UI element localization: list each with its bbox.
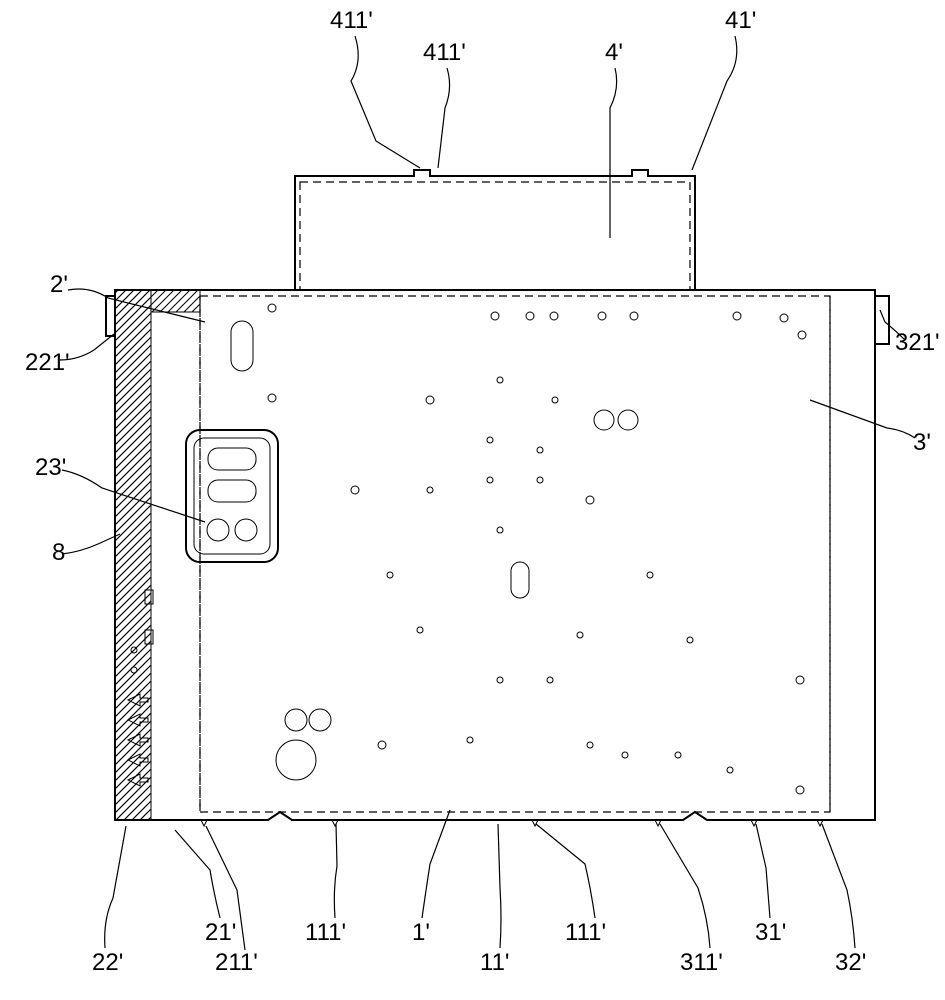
label-t21: 21' (205, 919, 236, 946)
label-t41: 41' (725, 7, 756, 34)
label-t111a: 111' (305, 919, 346, 946)
label-t23: 23' (35, 454, 66, 481)
leader-lines (60, 36, 915, 950)
holes (268, 304, 806, 794)
circle-pair (594, 410, 638, 430)
label-t4: 4' (605, 39, 623, 66)
label-t11: 11' (480, 949, 510, 976)
label-t22: 22' (92, 949, 123, 976)
label-t221: 221' (25, 349, 70, 376)
label-t321: 321' (895, 329, 940, 356)
label-t3: 3' (913, 429, 931, 456)
label-t211: 211' (215, 949, 258, 976)
label-t8: 8 (52, 539, 65, 566)
big-circles (276, 709, 331, 780)
label-t31: 31' (755, 919, 786, 946)
label-t311: 311' (680, 949, 723, 976)
technical-drawing: 4' 41' 411' 411' 2' 221' 321' 3' 23' 8 22' 21' 211' 1… (0, 0, 945, 1000)
label-t411a: 411' (330, 7, 373, 34)
top-tab (295, 170, 695, 290)
labels: 4' 41' 411' 411' 2' 221' 321' 3' 23' 8 22' 21' 211' 1… (25, 7, 940, 976)
label-t1: 1' (412, 919, 430, 946)
main-body (106, 290, 889, 820)
label-t111b: 111' (565, 919, 606, 946)
label-t2: 2' (50, 271, 68, 298)
label-t32: 32' (835, 949, 866, 976)
label-t411b: 411' (423, 39, 466, 66)
